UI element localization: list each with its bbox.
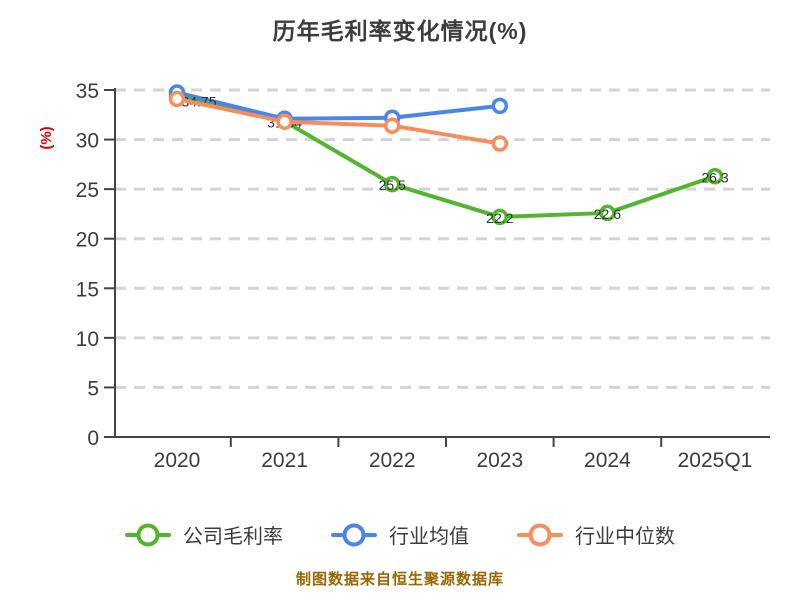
legend-line-icon bbox=[331, 523, 377, 546]
legend-item-industry-mean: 行业均值 bbox=[331, 520, 469, 549]
legend-label: 公司毛利率 bbox=[183, 526, 283, 548]
data-point-label: 26.3 bbox=[701, 169, 728, 185]
legend-circle-icon bbox=[136, 523, 160, 546]
legend-line-icon bbox=[125, 523, 171, 546]
series-line-2 bbox=[175, 96, 502, 146]
data-point-label: 22.2 bbox=[486, 210, 513, 226]
chart-title: 历年毛利率变化情况(%) bbox=[272, 18, 528, 44]
legend: 公司毛利率 行业均值 行业中位数 bbox=[0, 520, 800, 549]
data-point-label: 25.5 bbox=[379, 177, 406, 193]
data-point bbox=[168, 90, 186, 108]
x-tick-label: 2022 bbox=[369, 449, 416, 472]
legend-circle-icon bbox=[342, 523, 366, 546]
x-tick-label: 2023 bbox=[476, 449, 523, 472]
legend-item-company-margin: 公司毛利率 bbox=[125, 520, 283, 549]
y-tick-label: 30 bbox=[76, 130, 99, 153]
x-tick-label: 2021 bbox=[261, 449, 308, 472]
x-tick-label: 2024 bbox=[584, 449, 631, 472]
x-tick-label: 2020 bbox=[154, 449, 201, 472]
data-point bbox=[491, 97, 509, 115]
data-point bbox=[383, 175, 401, 193]
legend-item-industry-median: 行业中位数 bbox=[517, 520, 675, 549]
x-tick-label: 2025Q1 bbox=[678, 449, 753, 472]
data-source-footer: 制图数据来自恒生聚源数据库 bbox=[295, 571, 504, 588]
y-tick-label: 15 bbox=[76, 278, 99, 301]
data-point bbox=[599, 204, 616, 222]
data-point bbox=[276, 113, 293, 130]
data-point bbox=[491, 135, 509, 152]
y-tick-label: 5 bbox=[87, 377, 99, 400]
legend-label: 行业均值 bbox=[389, 526, 469, 548]
y-tick-label: 20 bbox=[76, 229, 99, 252]
y-tick-label: 0 bbox=[87, 427, 99, 450]
y-tick-label: 35 bbox=[76, 80, 99, 103]
series-line-1 bbox=[175, 90, 502, 121]
data-point-label: 22.6 bbox=[594, 206, 621, 222]
data-point bbox=[383, 117, 401, 134]
y-tick-label: 25 bbox=[76, 179, 99, 202]
data-point bbox=[706, 168, 724, 185]
legend-label: 行业中位数 bbox=[575, 526, 675, 548]
y-tick-label: 10 bbox=[76, 328, 99, 351]
legend-circle-icon bbox=[528, 523, 552, 546]
data-point bbox=[491, 208, 509, 226]
legend-line-icon bbox=[517, 523, 563, 546]
